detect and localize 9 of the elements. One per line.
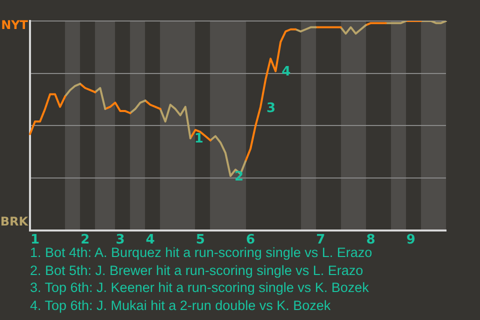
text: 3. Top 6th: J. Keener hit a run-scoring single vs K. Bozek [30,279,370,296]
text: NYT [1,18,29,32]
text: BRK [0,214,29,229]
annotation: 1 [194,132,204,147]
text: 4. Top 6th: J. Mukai hit a 2-run double vs K. Bozek [30,296,332,314]
x-tick-label: 9 [406,232,416,248]
text: 2. Bot 5th: J. Brewer hit a run-scoring single vs L. Erazo [30,262,364,279]
annotation: 3 [266,101,276,116]
annotation: 2 [234,169,244,184]
